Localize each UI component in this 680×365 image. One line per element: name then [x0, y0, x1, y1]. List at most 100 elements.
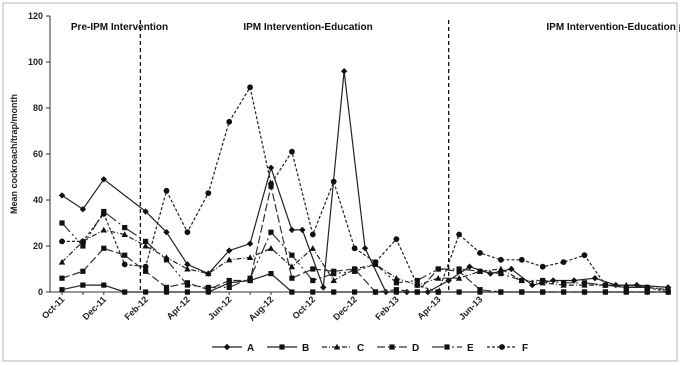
series-e-point — [581, 280, 588, 286]
series-b-point — [101, 282, 107, 288]
series-c-point — [435, 275, 442, 281]
series-e-point — [561, 280, 567, 286]
series-f-point — [602, 282, 609, 288]
series-b-point — [163, 289, 170, 295]
series-c-point — [142, 242, 149, 249]
phase-label: Pre-IPM Intervention — [71, 22, 168, 33]
y-tick-label: 20 — [33, 241, 43, 251]
series-b-point — [268, 271, 274, 277]
series-d-point — [393, 287, 399, 293]
series-c-point — [497, 265, 505, 272]
series-f-point — [372, 259, 379, 265]
series-e-point — [59, 220, 65, 226]
series-e-point — [540, 277, 546, 284]
series-d-point — [561, 289, 567, 295]
series-f-point — [623, 284, 630, 291]
legend-marker — [499, 344, 505, 350]
series-f-point — [142, 263, 149, 270]
series-e-point — [456, 266, 462, 272]
series-e-point — [226, 284, 232, 290]
series-e-point — [247, 275, 253, 281]
series-b-point — [122, 289, 128, 295]
phase-label: IPM Intervention-Education plus Bait — [546, 22, 680, 33]
series-f-point — [205, 190, 212, 197]
series-f-point — [644, 284, 651, 291]
series-e-point — [205, 284, 211, 290]
series-f-point — [435, 289, 442, 295]
series-c-point — [226, 256, 233, 263]
series-f-point — [289, 148, 295, 155]
series-f-point — [309, 231, 316, 238]
series-a-point — [79, 206, 87, 213]
legend-label: E — [467, 343, 474, 354]
legend-marker — [223, 343, 231, 351]
series-b-point — [143, 289, 149, 295]
series-f-point — [560, 259, 567, 265]
y-tick-label: 100 — [28, 57, 43, 67]
series-b-point — [310, 289, 316, 295]
series-d-point — [602, 289, 608, 295]
series-e-point — [310, 277, 316, 284]
series-f-point — [351, 245, 358, 252]
phase-dividers: Pre-IPM Intervention IPM Intervention-Edu… — [71, 20, 680, 292]
series-d-point — [59, 275, 65, 281]
series-d-point — [414, 289, 420, 295]
series-f-point — [539, 263, 546, 270]
legend-label: C — [357, 343, 364, 354]
legend: A B C D E F — [212, 343, 528, 354]
series-f-point — [414, 282, 421, 288]
series-c-point — [393, 275, 400, 281]
series-c-point — [246, 254, 254, 261]
series-e-point — [519, 277, 525, 284]
legend-marker — [389, 344, 395, 350]
y-tick-label: 120 — [28, 11, 43, 21]
series-b-point — [456, 289, 462, 295]
series-d-point — [310, 266, 316, 272]
series-e-point — [352, 268, 358, 274]
legend-marker — [333, 343, 341, 350]
series-b-point — [331, 289, 337, 295]
series-d-point — [540, 289, 546, 295]
series-f-point — [581, 252, 588, 259]
series-c-point — [100, 226, 107, 233]
series-d-point — [519, 289, 525, 295]
series-b-point — [184, 289, 190, 295]
series-d-point — [477, 287, 483, 293]
series-a-point — [267, 164, 275, 171]
series-a-point — [549, 277, 557, 284]
series-c-point — [121, 231, 128, 238]
series-e-point — [143, 238, 149, 244]
series-e-point — [268, 229, 274, 235]
series-a-point — [361, 245, 369, 252]
phase-label: IPM Intervention-Education — [243, 22, 372, 33]
series-f-point — [456, 231, 462, 238]
series-d-point — [101, 245, 107, 251]
y-tick-label: 80 — [33, 103, 43, 113]
series-a-point — [184, 261, 191, 268]
series-f — [59, 84, 671, 295]
series-d-point — [226, 277, 232, 284]
series-d-line — [61, 186, 669, 293]
series-d-point — [143, 268, 149, 274]
series-c-point — [58, 258, 66, 265]
series-e-point — [122, 225, 128, 231]
series-c-point — [288, 263, 296, 270]
series-a-point — [466, 263, 473, 270]
series-f-point — [121, 261, 128, 268]
legend-label: A — [247, 343, 254, 354]
series-c-point — [309, 245, 316, 251]
series-f-point — [226, 118, 233, 125]
series-a-point — [226, 247, 233, 254]
series-a-point — [299, 226, 306, 234]
series-a-point — [508, 265, 515, 273]
series-a-point — [591, 275, 599, 282]
series-b-point — [80, 282, 86, 288]
series-b-point — [352, 289, 358, 295]
series-c-point — [184, 265, 191, 272]
y-tick-label: 40 — [33, 195, 43, 205]
series-e-point — [477, 268, 483, 274]
series-f-point — [498, 256, 504, 263]
legend-label: F — [522, 343, 528, 354]
series-e-point — [331, 271, 337, 277]
